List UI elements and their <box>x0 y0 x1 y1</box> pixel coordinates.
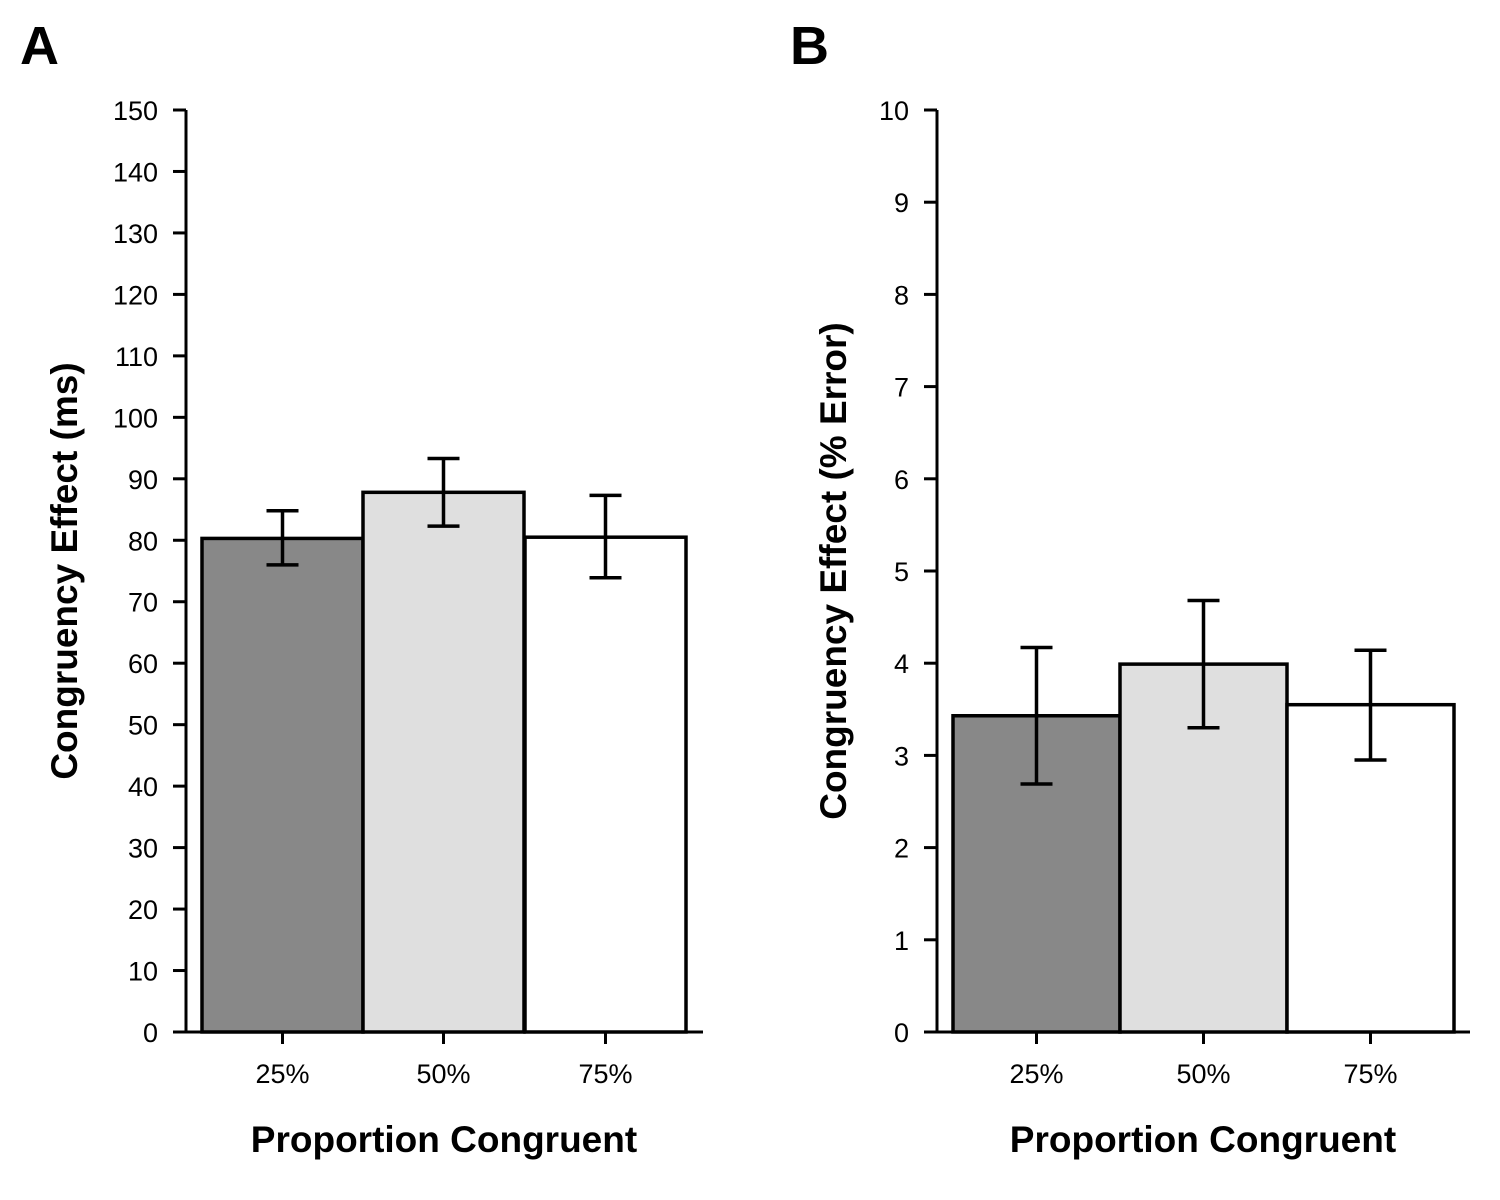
y-tick-label: 7 <box>894 373 909 403</box>
panel-b-chart: B 0 1 2 3 4 5 6 7 8 9 10 25% 50% 75% Proportion Congru… <box>790 16 1470 1160</box>
y-tick-label: 8 <box>894 280 909 310</box>
y-tick-label: 120 <box>113 280 158 310</box>
y-tick-label: 90 <box>128 465 158 495</box>
panel-b-label: B <box>790 16 829 76</box>
x-tick-label: 50% <box>416 1059 470 1089</box>
x-tick-label: 50% <box>1176 1059 1230 1089</box>
error-bar-75pct <box>1354 648 1387 762</box>
x-tick-label: 25% <box>1009 1059 1063 1089</box>
error-bar-50pct <box>1187 598 1220 730</box>
panel-a-label: A <box>20 16 59 76</box>
y-tick-label: 50 <box>128 711 158 741</box>
x-tick-label: 75% <box>1343 1059 1397 1089</box>
y-tick-label: 5 <box>894 557 909 587</box>
y-tick-label: 6 <box>894 465 909 495</box>
bar-75pct <box>523 535 688 1034</box>
y-tick-label: 80 <box>128 526 158 556</box>
y-tick-label: 2 <box>894 834 909 864</box>
y-tick-label: 1 <box>894 926 909 956</box>
bar-25pct <box>200 536 365 1034</box>
y-tick-label: 130 <box>113 219 158 249</box>
y-tick-label: 100 <box>113 403 158 433</box>
y-tick-label: 60 <box>128 649 158 679</box>
y-tick-label: 20 <box>128 895 158 925</box>
error-bar-50pct <box>427 456 460 528</box>
y-axis-title: Congruency Effect (ms) <box>44 362 85 779</box>
y-tick-label: 30 <box>128 834 158 864</box>
y-tick-label: 0 <box>143 1018 158 1048</box>
y-tick-label: 0 <box>894 1018 909 1048</box>
x-tick-label: 75% <box>578 1059 632 1089</box>
y-tick-label: 9 <box>894 188 909 218</box>
x-axis-title: Proportion Congruent <box>1010 1119 1396 1160</box>
error-bar-75pct <box>589 493 622 580</box>
y-axis-title: Congruency Effect (% Error) <box>813 322 854 820</box>
x-axis-title: Proportion Congruent <box>251 1119 637 1160</box>
error-bar-25pct <box>1020 645 1053 786</box>
y-tick-label: 10 <box>128 957 158 987</box>
y-tick-label: 110 <box>115 342 158 372</box>
y-tick-label: 3 <box>894 741 909 771</box>
y-tick-label: 70 <box>128 588 158 618</box>
y-tick-label: 40 <box>128 772 158 802</box>
y-tick-label: 140 <box>113 157 158 187</box>
error-bar-25pct <box>266 509 299 567</box>
panel-a-chart: A 0 10 20 30 40 50 60 70 80 90 100 110 120 130 140 150 2… <box>20 16 703 1160</box>
y-tick-label: 10 <box>879 96 909 126</box>
x-tick-label: 25% <box>255 1059 309 1089</box>
y-tick-label: 150 <box>113 96 158 126</box>
y-tick-label: 4 <box>894 649 909 679</box>
bar-50pct <box>361 490 526 1034</box>
